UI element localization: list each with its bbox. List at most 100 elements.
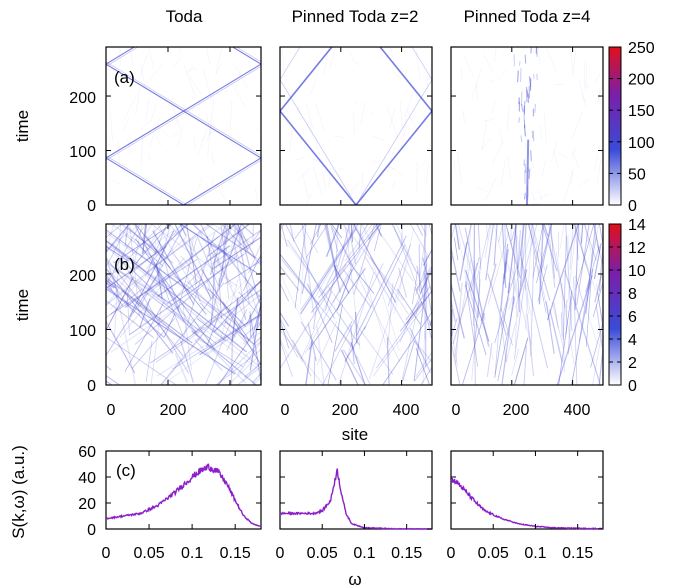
ray-streak (106, 320, 136, 374)
ray-streak (452, 262, 478, 345)
ray-streak (344, 224, 350, 247)
ray-streak (494, 282, 511, 378)
ray-streak (145, 341, 153, 382)
bg-streak (532, 47, 538, 53)
ray-streak (130, 262, 261, 369)
ray-streak (605, 344, 608, 395)
ray-streak (106, 271, 161, 328)
ray-streak (106, 224, 142, 250)
bg-streak (386, 105, 399, 139)
ray-streak (541, 224, 558, 272)
frame-b-pinned-z4 (450, 223, 604, 386)
trailing-ray (355, 79, 432, 205)
x-tick-label: 0 (102, 545, 111, 562)
ray-streak (192, 280, 261, 335)
ray-streak (326, 224, 338, 276)
ray-streak (237, 341, 261, 374)
bg-streak (542, 159, 546, 176)
bg-streak (386, 47, 393, 59)
bg-streak (375, 47, 377, 50)
ray-streak (519, 224, 525, 257)
ray-streak (540, 224, 553, 273)
ray-streak (275, 228, 319, 294)
bg-streak (215, 183, 226, 201)
ray-streak (470, 257, 480, 292)
ray-streak (233, 239, 247, 321)
ytick-c-60: 60 (78, 444, 96, 461)
localized-streak (534, 103, 536, 113)
ray-streak (314, 242, 347, 299)
ray-streak (196, 236, 219, 286)
ray-streak (222, 301, 250, 341)
ray-streak (231, 224, 242, 238)
bg-streak (111, 180, 122, 185)
ray-streak (567, 296, 573, 355)
bg-streak (306, 103, 314, 129)
xlabel-omega: ω (348, 570, 361, 588)
ray-streak (558, 290, 573, 385)
ytick-a-0: 0 (87, 198, 96, 215)
ray-streak (387, 244, 412, 307)
ray-streak (387, 282, 394, 345)
ray-streak (106, 225, 140, 286)
ray-streak (231, 309, 248, 340)
front-ray (106, 63, 261, 159)
ray-streak (280, 263, 347, 370)
ray-streak (422, 330, 426, 385)
ray-streak (579, 243, 597, 292)
ray-streak (106, 276, 134, 332)
ray-streak (464, 227, 490, 347)
ray-streak (573, 276, 578, 385)
bg-streak (361, 171, 364, 201)
bg-streak (571, 150, 580, 170)
ray-streak (335, 224, 339, 269)
ray-streak (300, 291, 333, 360)
ray-streak (382, 311, 432, 385)
bg-streak (312, 167, 322, 195)
ray-streak (292, 339, 312, 377)
ray-streak (239, 362, 261, 385)
ray-streak (106, 255, 120, 297)
bg-streak (480, 138, 491, 150)
xtick-b-z2-400: 400 (393, 402, 420, 419)
bg-streak (138, 52, 148, 81)
ray-streak (439, 319, 449, 357)
ray-streak (145, 235, 171, 269)
ray-streak (125, 224, 237, 308)
ray-streak (280, 337, 290, 359)
localized-streak (529, 76, 531, 88)
ray-streak (281, 259, 355, 350)
ray-streak (301, 224, 317, 295)
front-ray (379, 47, 432, 113)
bg-streak (333, 135, 345, 138)
ray-streak (106, 224, 115, 254)
heatmap-b-pinned-z2 (280, 224, 448, 395)
ray-streak (571, 269, 594, 385)
ray-streak (106, 224, 211, 306)
localized-streak (520, 91, 523, 107)
ray-streak (106, 231, 138, 256)
bg-streak (571, 112, 583, 140)
ray-streak (181, 232, 216, 344)
ray-streak (376, 290, 432, 369)
ray-streak (513, 285, 525, 360)
ray-streak (237, 228, 250, 304)
ray-streak (106, 299, 155, 339)
ray-streak (439, 331, 448, 395)
ray-streak (301, 224, 319, 254)
ray-streak (497, 297, 516, 382)
ray-streak (311, 224, 381, 313)
ray-streak (409, 224, 430, 258)
ray-streak (155, 263, 163, 299)
ray-streak (486, 342, 493, 377)
ray-streak (113, 224, 173, 264)
bg-streak (352, 60, 360, 65)
ray-streak (596, 244, 603, 267)
ray-streak (476, 224, 491, 281)
colorbar-b (608, 223, 622, 386)
front-ray (494, 47, 687, 205)
ray-streak (207, 288, 247, 327)
x-tick-label: 0.05 (478, 545, 509, 562)
ray-streak (199, 313, 261, 356)
bg-streak (399, 101, 403, 129)
